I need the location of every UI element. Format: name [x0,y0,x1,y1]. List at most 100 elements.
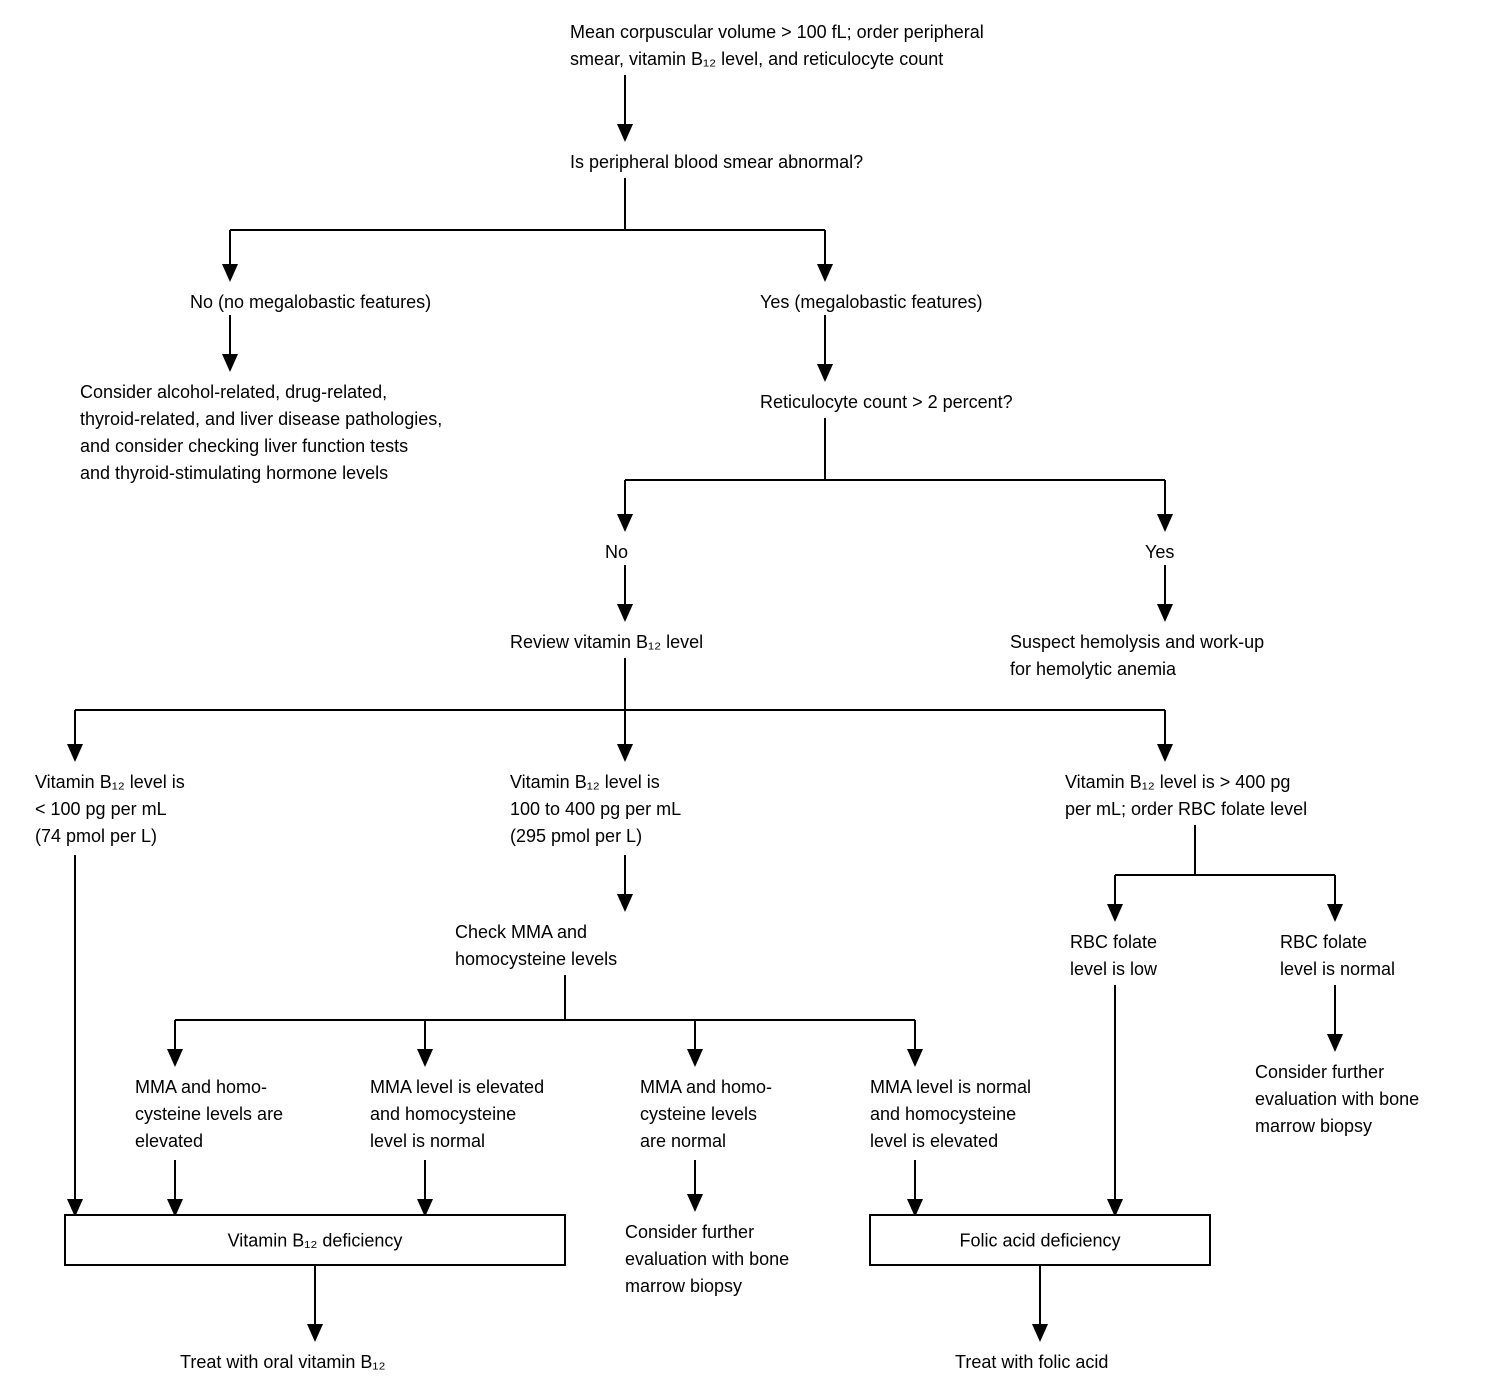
node-b12_high-line-1: per mL; order RBC folate level [1065,799,1307,819]
node-consider_alcohol-line-2: and consider checking liver function tes… [80,436,408,456]
node-mma_norm_hcy_elev-text: MMA level is normal and homocysteine level… [870,1077,1031,1151]
node-consider_bm_mid: Consider further evaluation with bone marr… [625,1222,789,1296]
node-folic_def_box-text: Folic acid deficiency [959,1230,1120,1250]
node-review_b12-text: Review vitamin B₁₂ level [510,632,703,652]
node-b12_mid: Vitamin B₁₂ level is 100 to 400 pg per mL… [510,772,681,846]
node-consider_bm_mid-line-0: Consider further [625,1222,754,1242]
node-treat_folic-line-0: Treat with folic acid [955,1352,1108,1372]
node-b12_low-line-1: < 100 pg per mL [35,799,167,819]
node-consider_bm_mid-line-1: evaluation with bone [625,1249,789,1269]
node-retic_q: Reticulocyte count > 2 percent? [760,392,1013,412]
node-b12_mid-line-1: 100 to 400 pg per mL [510,799,681,819]
node-rbc_low-line-0: RBC folate [1070,932,1157,952]
node-q_smear: Is peripheral blood smear abnormal? [570,152,863,172]
node-start-text: Mean corpuscular volume > 100 fL; order … [570,22,984,69]
node-start-line-1: smear, vitamin B₁₂ level, and reticulocy… [570,49,943,69]
node-q_smear-text: Is peripheral blood smear abnormal? [570,152,863,172]
node-check_mma-text: Check MMA and homocysteine levels [455,922,617,969]
node-no_megalo-line-0: No (no megalobastic features) [190,292,431,312]
node-consider_bm_right-line-1: evaluation with bone [1255,1089,1419,1109]
node-retic_q-line-0: Reticulocyte count > 2 percent? [760,392,1013,412]
node-b12_def_box: Vitamin B₁₂ deficiency [65,1215,565,1265]
node-suspect_hemo-text: Suspect hemolysis and work-up for hemolyt… [1010,632,1264,679]
node-start: Mean corpuscular volume > 100 fL; order … [570,22,984,69]
node-consider_bm_right-line-0: Consider further [1255,1062,1384,1082]
node-mma_both_norm-text: MMA and homo-cysteine levels are normal [640,1077,772,1151]
node-consider_alcohol-line-0: Consider alcohol-related, drug-related, [80,382,387,402]
node-b12_mid-line-0: Vitamin B₁₂ level is [510,772,660,792]
node-mma_both_norm-line-1: cysteine levels [640,1104,757,1124]
flowchart-canvas: Mean corpuscular volume > 100 fL; order … [0,0,1500,1391]
node-mma_norm_hcy_elev: MMA level is normal and homocysteine level… [870,1077,1031,1151]
node-consider_alcohol: Consider alcohol-related, drug-related, t… [80,382,442,483]
node-mma_both_norm-line-2: are normal [640,1131,726,1151]
node-suspect_hemo: Suspect hemolysis and work-up for hemolyt… [1010,632,1264,679]
node-rbc_normal-line-1: level is normal [1280,959,1395,979]
node-rbc_normal-line-0: RBC folate [1280,932,1367,952]
node-treat_b12: Treat with oral vitamin B₁₂ [180,1352,385,1372]
node-yes_megalo: Yes (megalobastic features) [760,292,982,312]
node-retic_no-line-0: No [605,542,628,562]
node-consider_bm_right-text: Consider further evaluation with bone marr… [1255,1062,1419,1136]
node-mma_elev_hcy_norm-text: MMA level is elevated and homocysteine lev… [370,1077,544,1151]
node-consider_bm_right: Consider further evaluation with bone marr… [1255,1062,1419,1136]
node-b12_high-line-0: Vitamin B₁₂ level is > 400 pg [1065,772,1290,792]
node-check_mma-line-0: Check MMA and [455,922,587,942]
node-rbc_normal-text: RBC folate level is normal [1280,932,1395,979]
node-mma_elev_hcy_norm-line-0: MMA level is elevated [370,1077,544,1097]
node-retic_q-text: Reticulocyte count > 2 percent? [760,392,1013,412]
node-mma_both_elev-line-1: cysteine levels are [135,1104,283,1124]
node-mma_both_elev: MMA and homo-cysteine levels are elevated [135,1077,283,1151]
node-consider_alcohol-line-1: thyroid-related, and liver disease patho… [80,409,442,429]
node-treat_b12-text: Treat with oral vitamin B₁₂ [180,1352,385,1372]
node-treat_folic-text: Treat with folic acid [955,1352,1108,1372]
node-consider_alcohol-text: Consider alcohol-related, drug-related, t… [80,382,442,483]
node-b12_def_box-text: Vitamin B₁₂ deficiency [228,1230,403,1250]
node-mma_both_norm-line-0: MMA and homo- [640,1077,772,1097]
node-mma_norm_hcy_elev-line-0: MMA level is normal [870,1077,1031,1097]
node-b12_high: Vitamin B₁₂ level is > 400 pg per mL; ord… [1065,772,1307,819]
node-mma_both_elev-text: MMA and homo-cysteine levels are elevated [135,1077,283,1151]
node-b12_low-line-0: Vitamin B₁₂ level is [35,772,185,792]
node-mma_both_elev-line-2: elevated [135,1131,203,1151]
node-check_mma-line-1: homocysteine levels [455,949,617,969]
node-b12_mid-line-2: (295 pmol per L) [510,826,642,846]
node-start-line-0: Mean corpuscular volume > 100 fL; order … [570,22,984,42]
node-treat_folic: Treat with folic acid [955,1352,1108,1372]
node-mma_norm_hcy_elev-line-1: and homocysteine [870,1104,1016,1124]
node-mma_both_elev-line-0: MMA and homo- [135,1077,267,1097]
node-mma_elev_hcy_norm-line-1: and homocysteine [370,1104,516,1124]
node-no_megalo: No (no megalobastic features) [190,292,431,312]
node-review_b12: Review vitamin B₁₂ level [510,632,703,652]
node-consider_bm_right-line-2: marrow biopsy [1255,1116,1372,1136]
node-mma_norm_hcy_elev-line-2: level is elevated [870,1131,998,1151]
node-consider_bm_mid-line-2: marrow biopsy [625,1276,742,1296]
node-yes_megalo-text: Yes (megalobastic features) [760,292,982,312]
nodes-layer: Mean corpuscular volume > 100 fL; order … [35,22,1419,1372]
node-suspect_hemo-line-0: Suspect hemolysis and work-up [1010,632,1264,652]
node-treat_b12-line-0: Treat with oral vitamin B₁₂ [180,1352,385,1372]
node-retic_yes-line-0: Yes [1145,542,1174,562]
node-folic_def_box-line-0: Folic acid deficiency [959,1230,1120,1250]
node-b12_high-text: Vitamin B₁₂ level is > 400 pg per mL; ord… [1065,772,1307,819]
node-mma_both_norm: MMA and homo-cysteine levels are normal [640,1077,772,1151]
node-b12_low-line-2: (74 pmol per L) [35,826,157,846]
node-consider_bm_mid-text: Consider further evaluation with bone marr… [625,1222,789,1296]
node-consider_alcohol-line-3: and thyroid-stimulating hormone levels [80,463,388,483]
node-b12_low-text: Vitamin B₁₂ level is < 100 pg per mL (74 p… [35,772,185,846]
node-check_mma: Check MMA and homocysteine levels [455,922,617,969]
node-yes_megalo-line-0: Yes (megalobastic features) [760,292,982,312]
node-rbc_low-line-1: level is low [1070,959,1158,979]
node-retic_no: No [605,542,628,562]
node-retic_yes: Yes [1145,542,1174,562]
node-mma_elev_hcy_norm: MMA level is elevated and homocysteine lev… [370,1077,544,1151]
node-rbc_normal: RBC folate level is normal [1280,932,1395,979]
node-rbc_low-text: RBC folate level is low [1070,932,1158,979]
node-review_b12-line-0: Review vitamin B₁₂ level [510,632,703,652]
node-retic_no-text: No [605,542,628,562]
node-rbc_low: RBC folate level is low [1070,932,1158,979]
node-suspect_hemo-line-1: for hemolytic anemia [1010,659,1177,679]
node-folic_def_box: Folic acid deficiency [870,1215,1210,1265]
node-q_smear-line-0: Is peripheral blood smear abnormal? [570,152,863,172]
node-mma_elev_hcy_norm-line-2: level is normal [370,1131,485,1151]
